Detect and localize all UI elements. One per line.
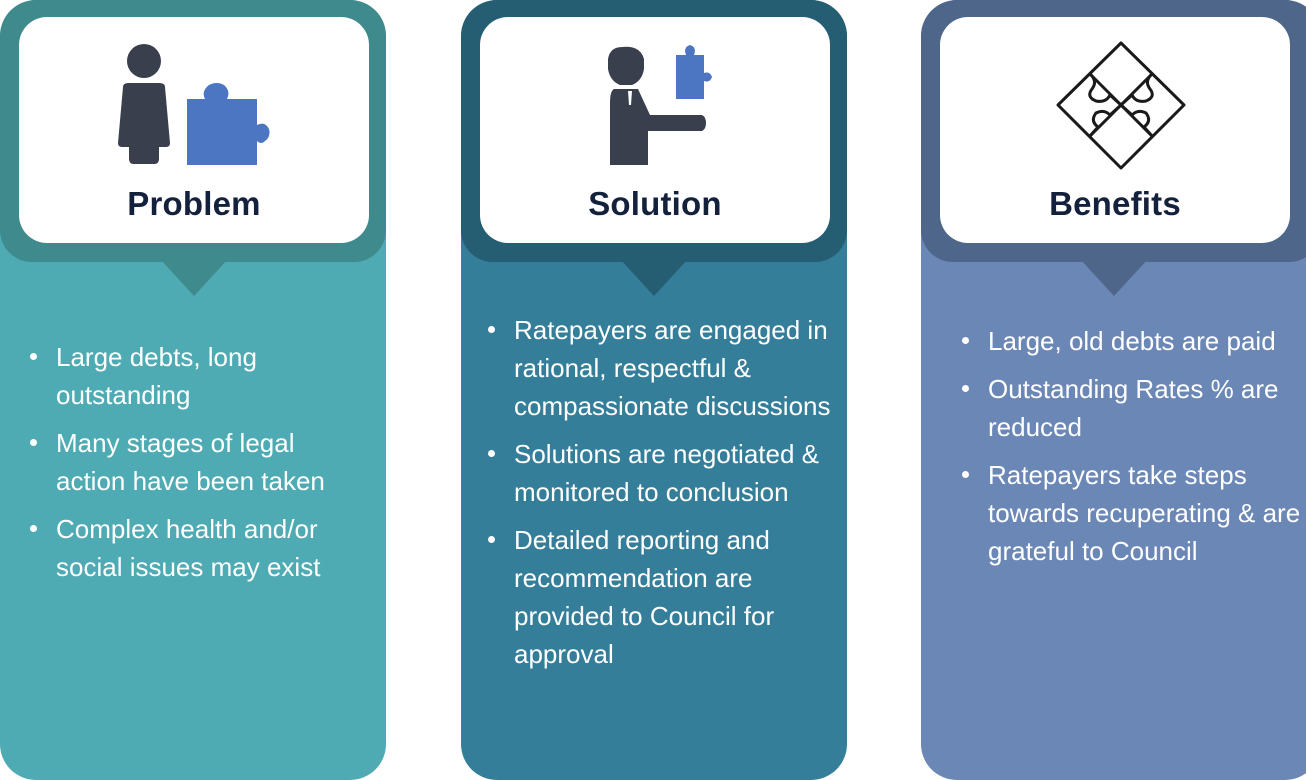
benefits-header-card: Benefits bbox=[940, 17, 1290, 243]
solution-title: Solution bbox=[588, 185, 722, 222]
list-item: Many stages of legal action have been ta… bbox=[30, 424, 370, 500]
problem-icon-group bbox=[19, 41, 369, 171]
list-item: Solutions are negotiated & monitored to … bbox=[488, 435, 833, 511]
problem-icons-svg bbox=[118, 44, 270, 165]
problem-header: Problem bbox=[0, 0, 386, 262]
problem-pointer bbox=[160, 259, 228, 296]
solution-panel: Solution Ratepayers are engaged in ratio… bbox=[461, 0, 847, 780]
list-item: Ratepayers are engaged in rational, resp… bbox=[488, 311, 833, 425]
benefits-icons-svg bbox=[1056, 41, 1186, 170]
benefits-bullet-list: Large, old debts are paid Outstanding Ra… bbox=[962, 322, 1302, 580]
benefits-panel: Benefits Large, old debts are paid Outst… bbox=[921, 0, 1306, 780]
solution-bullet-list: Ratepayers are engaged in rational, resp… bbox=[488, 311, 833, 683]
problem-title: Problem bbox=[127, 185, 261, 222]
benefits-title: Benefits bbox=[1049, 185, 1181, 222]
benefits-icon-group bbox=[940, 41, 1290, 171]
problem-header-card: Problem bbox=[19, 17, 369, 243]
benefits-header: Benefits bbox=[921, 0, 1306, 262]
list-item: Ratepayers take steps towards recuperati… bbox=[962, 456, 1302, 570]
benefits-pointer bbox=[1080, 259, 1148, 296]
person-icon bbox=[118, 44, 170, 164]
list-item: Detailed reporting and recommendation ar… bbox=[488, 521, 833, 673]
solution-pointer bbox=[620, 259, 688, 296]
solution-header-card: Solution bbox=[480, 17, 830, 243]
solution-icons-svg bbox=[608, 45, 712, 165]
list-item: Outstanding Rates % are reduced bbox=[962, 370, 1302, 446]
problem-panel: Problem Large debts, long outstanding Ma… bbox=[0, 0, 386, 780]
list-item: Complex health and/or social issues may … bbox=[30, 510, 370, 586]
solution-header: Solution bbox=[461, 0, 847, 262]
solution-icon-group bbox=[480, 41, 830, 171]
puzzle-piece-icon bbox=[187, 83, 270, 165]
list-item: Large, old debts are paid bbox=[962, 322, 1302, 360]
assembled-puzzle-icon bbox=[1056, 41, 1186, 170]
person-holding-puzzle-icon bbox=[608, 45, 712, 165]
problem-bullet-list: Large debts, long outstanding Many stage… bbox=[30, 338, 370, 596]
list-item: Large debts, long outstanding bbox=[30, 338, 370, 414]
